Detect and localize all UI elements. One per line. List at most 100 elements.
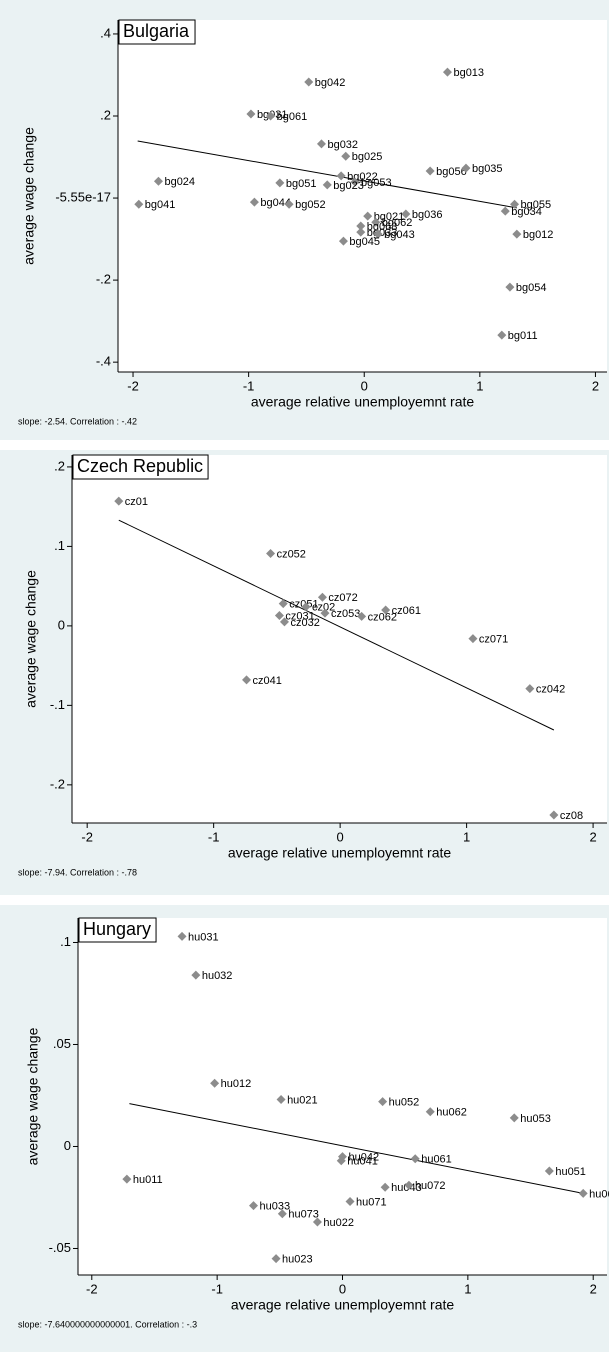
point-label: hu072 [415,1180,446,1192]
point [350,177,360,187]
y-tick-label: -.4 [96,354,111,369]
point-label: cz042 [536,684,565,696]
point [357,611,367,621]
point-label: bg012 [523,229,554,241]
point-label: bg063 [367,221,398,233]
point-label: bg023 [333,180,364,192]
note: slope: -2.54. Correlation : -.42 [18,416,137,426]
point [320,608,330,618]
x-tick-label: -2 [127,378,139,393]
y-tick-label: .1 [60,934,71,949]
point-label: hu061 [421,1154,452,1166]
note: slope: -7.640000000000001. Correlation :… [18,1319,197,1329]
y-tick-label: -.2 [50,776,65,791]
point-label: cz02 [312,602,335,614]
point [345,1197,355,1207]
y-tick-label: -5.55e-17 [55,189,111,204]
point [274,611,284,621]
fit-line [118,519,555,731]
y-tick-label: 0 [58,617,65,632]
point-label: hu071 [356,1196,387,1208]
point [381,605,391,615]
x-tick-label: 1 [476,378,483,393]
point-label: hu032 [202,970,233,982]
y-axis-title: average wage change [21,127,37,265]
point-label: hu063 [589,1188,609,1200]
y-tick-label: -.05 [49,1240,71,1255]
y-tick-label: .2 [54,458,65,473]
point-label: bg056 [436,166,467,178]
point [191,970,201,980]
point-label: bg054 [516,282,547,294]
point [525,684,535,694]
x-axis-title: average relative unemployemnt rate [251,394,475,410]
point-label: cz032 [290,617,319,629]
point [134,199,144,209]
point-label: cz053 [331,608,360,620]
point [341,151,351,161]
point [497,330,507,340]
point-label: hu043 [391,1182,422,1194]
panel: .1 .05 0 -.05 -2 -1 0 1 2 average relative unempl… [0,905,609,1352]
x-tick-label: 0 [337,829,344,844]
point [378,1097,388,1107]
y-tick-label: .05 [53,1036,71,1051]
point [509,1113,519,1123]
point [316,139,326,149]
point-label: hu021 [287,1094,318,1106]
point [356,221,366,231]
y-axis-title: average wage change [23,570,39,708]
point-label: cz062 [368,611,397,623]
point-label: bg052 [295,199,326,211]
x-tick-label: 2 [590,1281,597,1296]
point [122,1174,132,1184]
point [510,199,520,209]
panel-title: Hungary [83,919,151,939]
point-label: hu023 [282,1254,313,1266]
point [317,592,327,602]
point [278,599,288,609]
point [410,1154,420,1164]
point [312,1217,322,1227]
point [284,199,294,209]
point-label: bg053 [361,177,392,189]
point [177,931,187,941]
point-label: bg041 [145,199,176,211]
point-label: bg045 [349,236,380,248]
point [442,67,452,77]
plot-area [72,455,607,823]
point-label: hu042 [349,1152,380,1164]
point [301,602,311,612]
point-label: hu052 [389,1097,420,1109]
x-tick-label: -1 [208,829,220,844]
y-tick-label: .4 [100,25,111,40]
point [246,109,256,119]
y-tick-label: 0 [64,1138,71,1153]
point-label: cz041 [253,675,282,687]
x-tick-label: 2 [589,829,596,844]
y-tick-label: .1 [54,538,65,553]
point [461,163,471,173]
point-label: cz031 [285,610,314,622]
x-tick-label: 2 [592,378,599,393]
point [371,217,381,227]
point-label: bg062 [382,217,413,229]
point-label: hu031 [188,931,219,943]
x-axis-title: average relative unemployemnt rate [231,1297,455,1313]
point-label: bg044 [260,197,291,209]
point-label: cz08 [560,810,583,822]
y-tick-label: .2 [100,107,111,122]
point-label: bg032 [327,139,358,151]
x-tick-label: -2 [86,1281,98,1296]
point-label: bg034 [511,206,542,218]
x-tick-label: 0 [339,1281,346,1296]
point-label: bg042 [315,77,346,89]
point-label: hu062 [436,1107,467,1119]
fit-line [129,1103,584,1194]
point [373,229,383,239]
point [401,209,411,219]
point-label: hu012 [221,1078,252,1090]
x-tick-label: 1 [464,1281,471,1296]
point [578,1188,588,1198]
point-label: hu073 [288,1209,319,1221]
